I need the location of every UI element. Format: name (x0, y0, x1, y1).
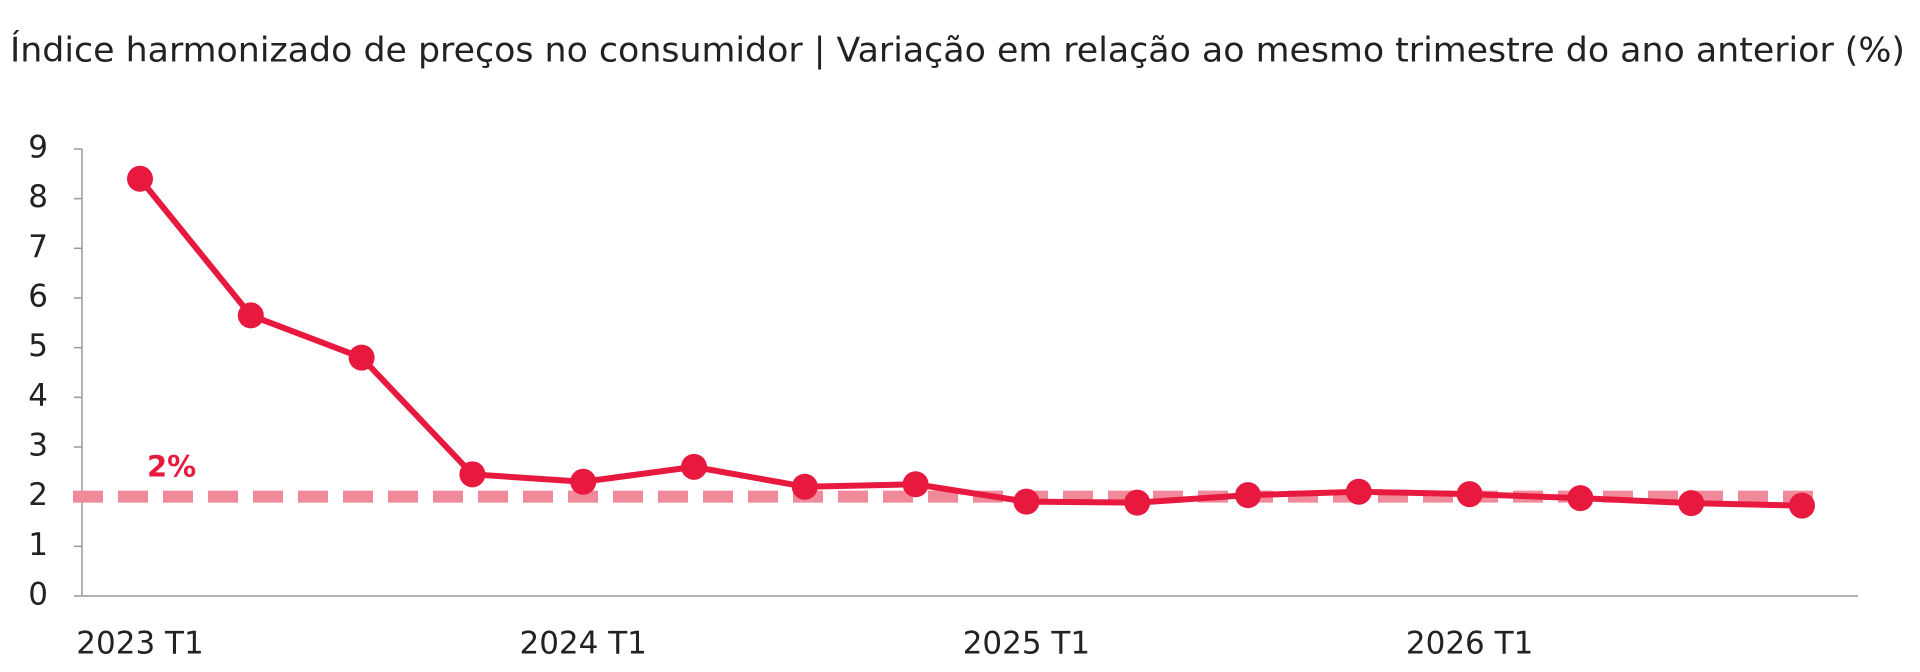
point (1789, 492, 1815, 519)
y-tick-label: 3 (28, 428, 48, 464)
reference-label: 2% (147, 450, 196, 484)
y-tick-label: 8 (28, 179, 48, 215)
point (791, 473, 818, 500)
point (1124, 489, 1151, 516)
point (237, 302, 264, 329)
chart-title: Índice harmonizado de preços no consumid… (10, 30, 1905, 71)
point (902, 471, 929, 498)
point (570, 468, 597, 495)
point (1567, 485, 1594, 512)
x-tick-label: 2025 T1 (963, 626, 1090, 662)
y-tick-label: 9 (28, 130, 48, 166)
point (1456, 481, 1483, 508)
point (348, 344, 375, 371)
point (1013, 488, 1040, 515)
y-tick-label: 1 (28, 527, 48, 563)
y-tick-label: 7 (28, 229, 48, 265)
x-tick-label: 2026 T1 (1406, 626, 1533, 662)
y-tick-label: 6 (28, 279, 48, 315)
y-tick-label: 0 (28, 577, 48, 613)
point (459, 461, 486, 488)
y-tick-label: 4 (28, 378, 48, 414)
point (1345, 478, 1372, 505)
x-tick-label: 2023 T1 (76, 626, 203, 662)
point (681, 453, 707, 480)
y-tick-label: 5 (28, 328, 48, 364)
point (1235, 482, 1261, 509)
point (1678, 490, 1705, 517)
point (127, 165, 153, 192)
y-tick-label: 2 (28, 477, 48, 513)
line (137, 176, 1803, 509)
x-tick-label: 2024 T1 (519, 626, 646, 662)
